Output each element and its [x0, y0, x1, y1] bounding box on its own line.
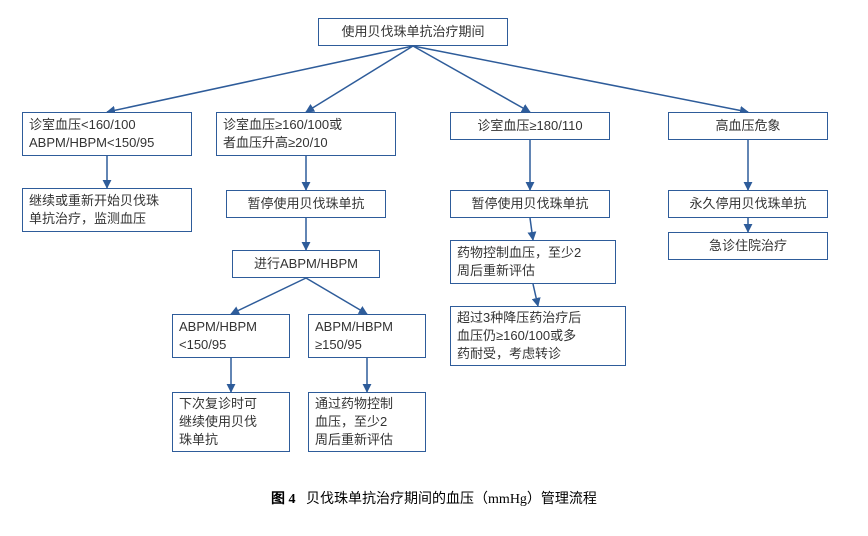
caption-prefix: 图 4 [271, 492, 296, 507]
figure-caption: 图 4 贝伐珠单抗治疗期间的血压（mmHg）管理流程 [0, 488, 868, 508]
flow-node-f2a: 下次复诊时可 继续使用贝伐 珠单抗 [172, 392, 290, 452]
flow-node-d2: 进行ABPM/HBPM [232, 250, 380, 278]
flow-node-f2b: 通过药物控制 血压，至少2 周后重新评估 [308, 392, 426, 452]
flow-node-c2: 暂停使用贝伐珠单抗 [226, 190, 386, 218]
flow-node-c4: 永久停用贝伐珠单抗 [668, 190, 828, 218]
flow-node-b3: 诊室血压≥180/110 [450, 112, 610, 140]
flow-node-b2: 诊室血压≥160/100或 者血压升高≥20/10 [216, 112, 396, 156]
flow-node-e2a: ABPM/HBPM <150/95 [172, 314, 290, 358]
flow-node-d4: 急诊住院治疗 [668, 232, 828, 260]
flow-node-e2b: ABPM/HBPM ≥150/95 [308, 314, 426, 358]
caption-text: 贝伐珠单抗治疗期间的血压（mmHg）管理流程 [306, 492, 597, 507]
flowchart-edges [0, 0, 868, 536]
flow-node-b4: 高血压危象 [668, 112, 828, 140]
flow-node-c3: 暂停使用贝伐珠单抗 [450, 190, 610, 218]
flow-node-root: 使用贝伐珠单抗治疗期间 [318, 18, 508, 46]
flow-node-b1: 诊室血压<160/100 ABPM/HBPM<150/95 [22, 112, 192, 156]
flow-node-d3: 药物控制血压，至少2 周后重新评估 [450, 240, 616, 284]
flow-node-e3: 超过3种降压药治疗后 血压仍≥160/100或多 药耐受，考虑转诊 [450, 306, 626, 366]
flow-node-c1: 继续或重新开始贝伐珠 单抗治疗，监测血压 [22, 188, 192, 232]
